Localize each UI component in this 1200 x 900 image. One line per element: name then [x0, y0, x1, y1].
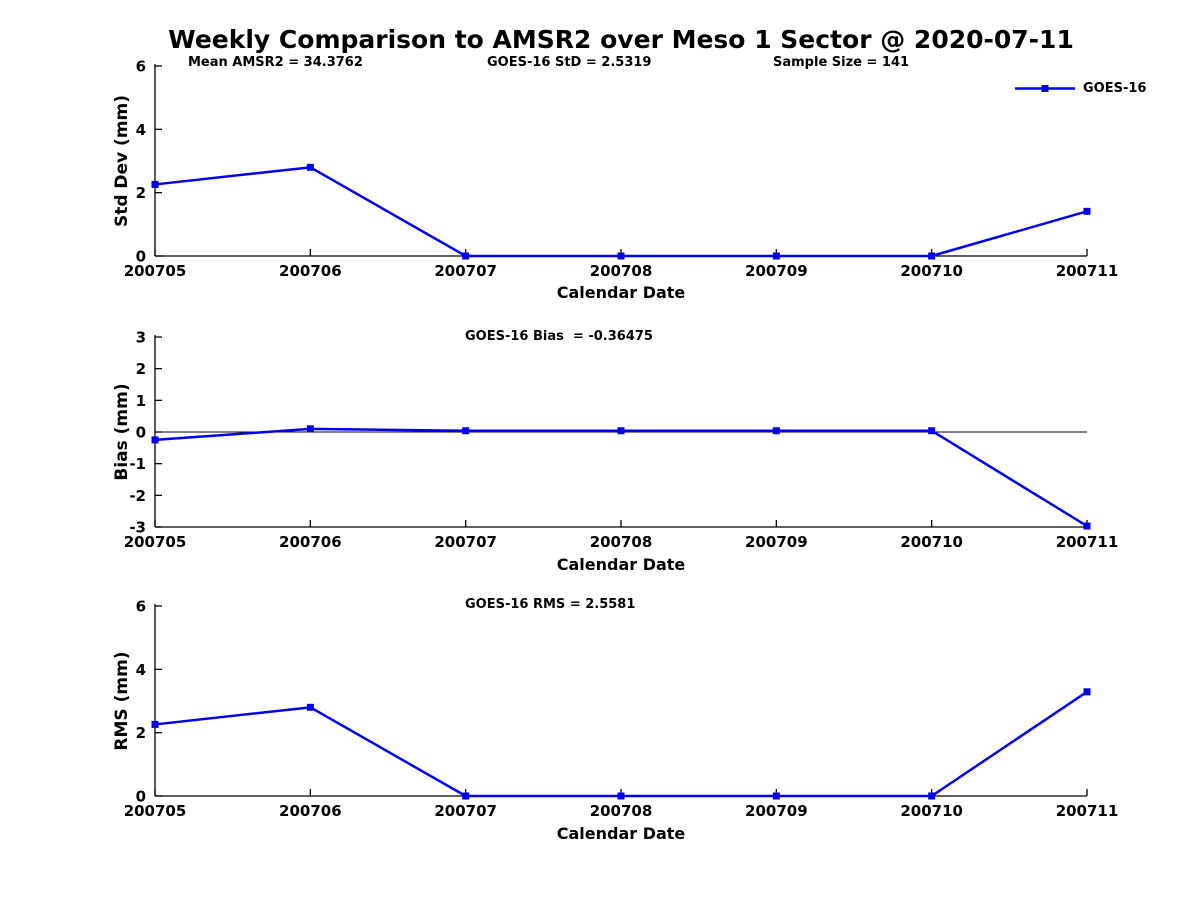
y-tick-label: 2: [136, 360, 146, 378]
data-point-marker: [617, 252, 625, 260]
data-point-marker: [772, 427, 780, 435]
x-tick-label: 200709: [745, 262, 808, 280]
data-point-marker: [1083, 688, 1091, 696]
chart-title: Weekly Comparison to AMSR2 over Meso 1 S…: [168, 25, 1074, 54]
data-point-marker: [306, 425, 314, 433]
data-point-marker: [151, 436, 159, 444]
data-point-marker: [151, 720, 159, 728]
data-point-marker: [1083, 522, 1091, 530]
x-axis-label-rms: Calendar Date: [556, 824, 686, 843]
x-tick-label: 200707: [434, 802, 497, 820]
data-point-marker: [306, 703, 314, 711]
y-tick-label: -2: [129, 487, 146, 505]
x-tick-label: 200708: [590, 262, 653, 280]
data-point-marker: [928, 427, 936, 435]
annotation-goes16-rms: GOES-16 RMS = 2.5581: [465, 597, 636, 612]
x-tick-label: 200711: [1056, 262, 1119, 280]
y-tick-label: 0: [136, 424, 146, 442]
y-tick-label: 1: [136, 392, 146, 410]
y-tick-label: 0: [136, 248, 146, 266]
x-tick-label: 200705: [124, 802, 187, 820]
x-tick-label: 200707: [434, 262, 497, 280]
data-point-marker: [306, 163, 314, 171]
y-tick-label: 6: [136, 598, 146, 616]
y-tick-label: 0: [136, 788, 146, 806]
data-point-marker: [151, 180, 159, 188]
x-axis-label-std-dev: Calendar Date: [556, 283, 686, 302]
y-tick-label: 4: [136, 661, 146, 679]
x-tick-label: 200711: [1056, 802, 1119, 820]
data-point-marker: [462, 427, 470, 435]
x-tick-label: 200706: [279, 262, 342, 280]
data-point-marker: [1083, 207, 1091, 215]
legend-line-sample: [1015, 85, 1075, 92]
data-point-marker: [772, 252, 780, 260]
data-point-marker: [462, 252, 470, 260]
data-point-marker: [928, 792, 936, 800]
legend-label: GOES-16: [1083, 81, 1147, 96]
series-line: [154, 427, 1088, 528]
x-tick-label: 200705: [124, 533, 187, 551]
x-tick-label: 200706: [279, 802, 342, 820]
y-tick-label: 6: [136, 58, 146, 76]
data-point-marker: [462, 792, 470, 800]
x-tick-label: 200709: [745, 533, 808, 551]
x-tick-label: 200710: [900, 802, 963, 820]
y-tick-label: 4: [136, 121, 146, 139]
series-line: [154, 690, 1088, 798]
x-tick-label: 200711: [1056, 533, 1119, 551]
y-tick-label: -3: [129, 519, 146, 537]
data-point-marker: [617, 427, 625, 435]
y-tick-label: 3: [136, 329, 146, 347]
y-tick-label: 2: [136, 184, 146, 202]
data-point-marker: [772, 792, 780, 800]
legend-marker-icon: [1041, 85, 1049, 92]
x-tick-label: 200707: [434, 533, 497, 551]
y-tick-label: -1: [129, 455, 146, 473]
series-line: [154, 166, 1088, 258]
annotation-goes16-std: GOES-16 StD = 2.5319: [487, 55, 652, 70]
x-axis-label-bias: Calendar Date: [556, 555, 686, 574]
y-tick-label: 2: [136, 724, 146, 742]
annotation-sample-size: Sample Size = 141: [773, 55, 910, 70]
x-tick-label: 200708: [590, 802, 653, 820]
x-tick-label: 200708: [590, 533, 653, 551]
x-tick-label: 200710: [900, 262, 963, 280]
annotation-mean-amsr2: Mean AMSR2 = 34.3762: [188, 55, 363, 70]
data-point-marker: [928, 252, 936, 260]
legend: GOES-16: [1014, 80, 1146, 97]
data-point-marker: [617, 792, 625, 800]
x-tick-label: 200709: [745, 802, 808, 820]
x-tick-label: 200705: [124, 262, 187, 280]
x-tick-label: 200706: [279, 533, 342, 551]
annotation-goes16-bias: GOES-16 Bias = -0.36475: [465, 329, 653, 344]
x-tick-label: 200710: [900, 533, 963, 551]
